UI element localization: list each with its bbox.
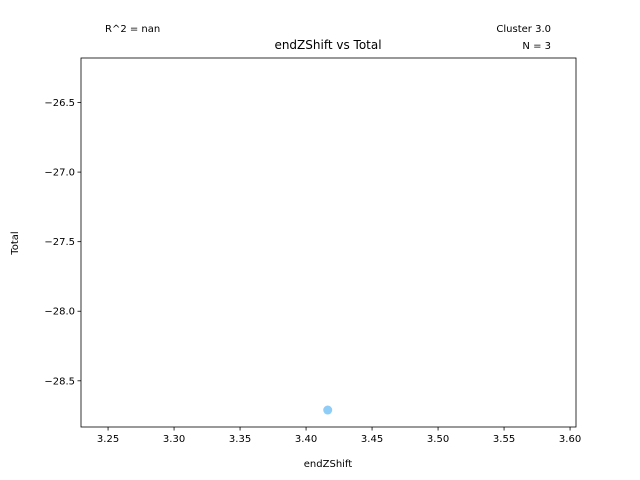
plot-frame [80, 57, 577, 428]
data-point [323, 405, 333, 415]
y-tick-label: −28.5 [44, 376, 75, 387]
x-tick-label: 3.60 [559, 434, 581, 445]
cluster-annotation: Cluster 3.0 [496, 24, 551, 35]
y-tick-label: −27.5 [44, 237, 75, 248]
x-tick-label: 3.45 [361, 434, 383, 445]
x-tick-label: 3.25 [97, 434, 119, 445]
x-tick-label: 3.35 [229, 434, 251, 445]
y-tick-label: −26.5 [44, 98, 75, 109]
y-axis-ticks: −26.5 −27.0 −27.5 −28.0 −28.5 [44, 98, 81, 387]
x-axis-ticks: 3.25 3.30 3.35 3.40 3.45 3.50 3.55 3.60 [97, 427, 581, 445]
r-squared-annotation: R^2 = nan [105, 24, 160, 35]
x-tick-label: 3.50 [427, 434, 449, 445]
x-tick-label: 3.30 [163, 434, 185, 445]
plot-area [80, 57, 577, 428]
x-axis-label: endZShift [304, 459, 352, 470]
n-annotation: N = 3 [522, 41, 551, 52]
x-tick-label: 3.40 [295, 434, 317, 445]
chart-title: endZShift vs Total [274, 38, 381, 52]
data-points [323, 405, 333, 415]
x-tick-label: 3.55 [493, 434, 515, 445]
y-tick-label: −28.0 [44, 307, 75, 318]
y-axis-label: Total [10, 231, 21, 255]
y-tick-label: −27.0 [44, 168, 75, 179]
